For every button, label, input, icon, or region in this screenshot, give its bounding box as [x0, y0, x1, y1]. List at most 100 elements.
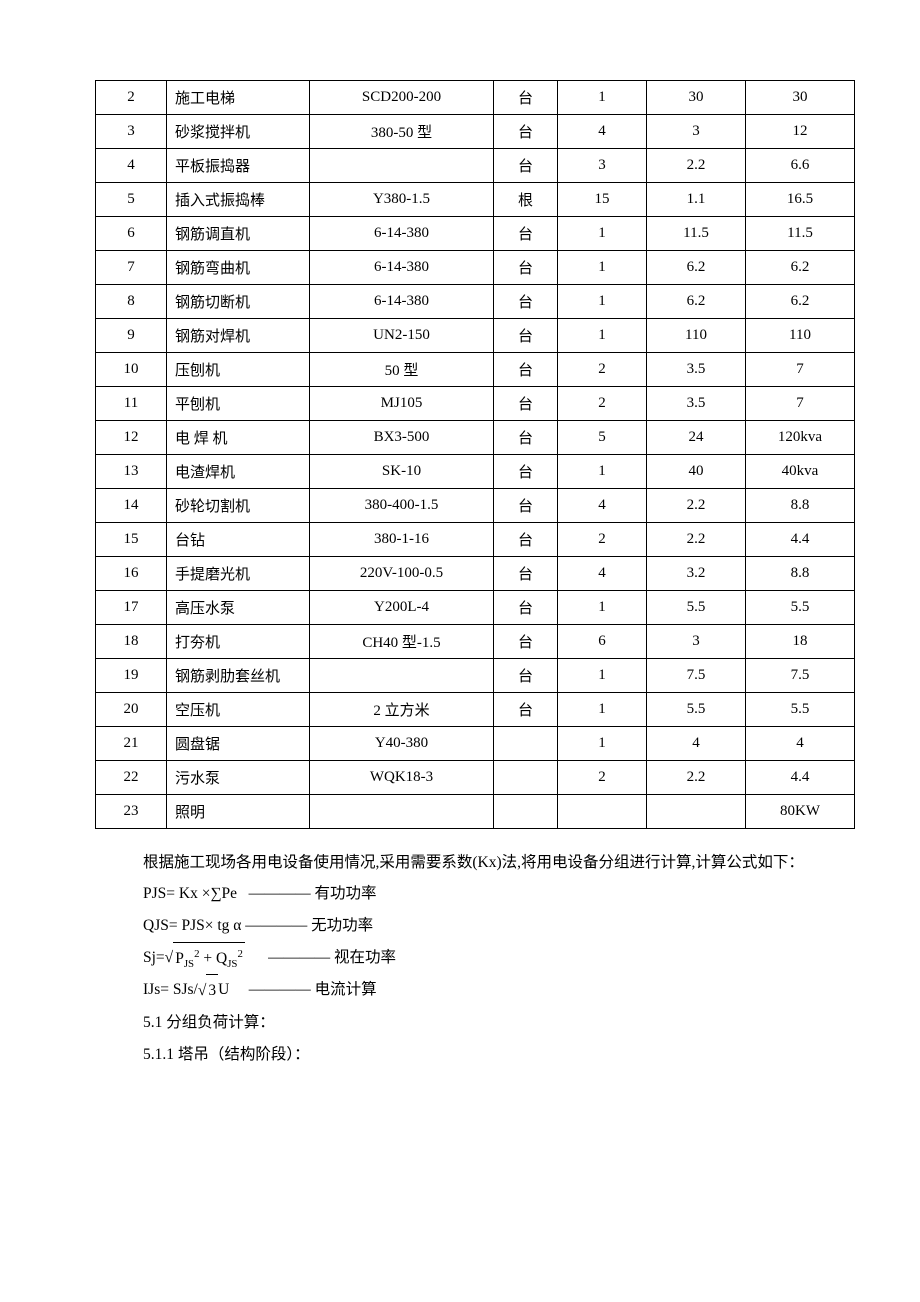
table-cell: 电 焊 机	[167, 421, 310, 455]
table-cell: 照明	[167, 795, 310, 829]
formula-current: IJs= SJs/√3U ———— 电流计算	[143, 974, 825, 1007]
table-cell: 台	[494, 455, 558, 489]
table-row: 22污水泵WQK18-322.24.4	[96, 761, 855, 795]
table-cell: 钢筋对焊机	[167, 319, 310, 353]
table-cell: 2	[558, 387, 647, 421]
table-cell: Y200L-4	[310, 591, 494, 625]
table-cell: 高压水泵	[167, 591, 310, 625]
table-cell: 4.4	[746, 523, 855, 557]
table-cell: 14	[96, 489, 167, 523]
table-row: 17高压水泵Y200L-4台15.55.5	[96, 591, 855, 625]
table-cell: 1	[558, 693, 647, 727]
table-cell: 1	[558, 285, 647, 319]
table-cell: 8.8	[746, 489, 855, 523]
table-cell: 电渣焊机	[167, 455, 310, 489]
table-cell: 1.1	[647, 183, 746, 217]
table-cell: 圆盘锯	[167, 727, 310, 761]
table-cell: 220V-100-0.5	[310, 557, 494, 591]
table-cell: 钢筋弯曲机	[167, 251, 310, 285]
table-cell: 7.5	[746, 659, 855, 693]
table-cell: 平板振捣器	[167, 149, 310, 183]
table-row: 8钢筋切断机6-14-380台16.26.2	[96, 285, 855, 319]
table-cell: 1	[558, 81, 647, 115]
table-cell: 砂轮切割机	[167, 489, 310, 523]
table-cell: 2	[558, 523, 647, 557]
table-row: 10压刨机50 型台23.57	[96, 353, 855, 387]
table-cell: 5.5	[746, 591, 855, 625]
section-5-1-1: 5.1.1 塔吊（结构阶段）：	[95, 1039, 825, 1071]
table-cell: 3.2	[647, 557, 746, 591]
table-cell: 21	[96, 727, 167, 761]
table-cell: WQK18-3	[310, 761, 494, 795]
table-cell: 2.2	[647, 149, 746, 183]
table-cell	[494, 761, 558, 795]
table-cell: 台	[494, 659, 558, 693]
table-cell: 7.5	[647, 659, 746, 693]
table-row: 2施工电梯SCD200-200台13030	[96, 81, 855, 115]
table-cell: 钢筋剥肋套丝机	[167, 659, 310, 693]
table-cell: 钢筋切断机	[167, 285, 310, 319]
table-cell: 6-14-380	[310, 285, 494, 319]
table-row: 21圆盘锯Y40-380144	[96, 727, 855, 761]
table-row: 13电渣焊机SK-10台14040kva	[96, 455, 855, 489]
table-cell: 1	[558, 455, 647, 489]
table-cell: 台	[494, 387, 558, 421]
table-cell: 11	[96, 387, 167, 421]
table-row: 14砂轮切割机380-400-1.5台42.28.8	[96, 489, 855, 523]
table-cell: CH40 型-1.5	[310, 625, 494, 659]
equipment-table: 2施工电梯SCD200-200台130303砂浆搅拌机380-50 型台4312…	[95, 80, 855, 829]
formula-active-power: PJS= Kx ×∑Pe ———— 有功功率	[143, 878, 825, 910]
table-cell: 台	[494, 421, 558, 455]
table-cell: 4.4	[746, 761, 855, 795]
table-cell: 380-1-16	[310, 523, 494, 557]
table-cell: 台	[494, 523, 558, 557]
table-cell: 2 立方米	[310, 693, 494, 727]
table-cell: 6	[558, 625, 647, 659]
table-cell	[494, 727, 558, 761]
table-cell: 110	[647, 319, 746, 353]
table-cell: 8	[96, 285, 167, 319]
table-cell: 18	[746, 625, 855, 659]
table-cell: 4	[558, 115, 647, 149]
table-cell: 1	[558, 727, 647, 761]
table-cell: 3	[647, 115, 746, 149]
table-cell: 压刨机	[167, 353, 310, 387]
table-cell: 手提磨光机	[167, 557, 310, 591]
table-cell: 7	[746, 387, 855, 421]
table-row: 20空压机2 立方米台15.55.5	[96, 693, 855, 727]
table-cell: 2	[558, 761, 647, 795]
table-cell: 4	[558, 557, 647, 591]
table-cell: 根	[494, 183, 558, 217]
table-cell: 5.5	[746, 693, 855, 727]
table-cell: 1	[558, 659, 647, 693]
table-cell	[494, 795, 558, 829]
table-row: 4平板振捣器台32.26.6	[96, 149, 855, 183]
table-cell: 20	[96, 693, 167, 727]
table-cell: 6.2	[647, 251, 746, 285]
table-cell: 台	[494, 251, 558, 285]
table-cell: UN2-150	[310, 319, 494, 353]
table-cell: 台钻	[167, 523, 310, 557]
table-row: 3砂浆搅拌机380-50 型台4312	[96, 115, 855, 149]
table-cell: 2	[558, 353, 647, 387]
table-cell: 6	[96, 217, 167, 251]
table-cell: 施工电梯	[167, 81, 310, 115]
table-cell: 6-14-380	[310, 217, 494, 251]
table-cell: 16.5	[746, 183, 855, 217]
table-cell: 50 型	[310, 353, 494, 387]
table-cell: 7	[96, 251, 167, 285]
table-row: 6钢筋调直机6-14-380台111.511.5	[96, 217, 855, 251]
table-cell: 污水泵	[167, 761, 310, 795]
table-cell	[647, 795, 746, 829]
table-cell: 打夯机	[167, 625, 310, 659]
table-cell: 2	[96, 81, 167, 115]
table-cell: 6.2	[746, 285, 855, 319]
table-cell: 16	[96, 557, 167, 591]
table-cell: 12	[746, 115, 855, 149]
table-cell: 空压机	[167, 693, 310, 727]
table-cell: 23	[96, 795, 167, 829]
table-cell: 砂浆搅拌机	[167, 115, 310, 149]
table-cell: 2.2	[647, 523, 746, 557]
table-cell: 台	[494, 693, 558, 727]
table-cell: 6.6	[746, 149, 855, 183]
